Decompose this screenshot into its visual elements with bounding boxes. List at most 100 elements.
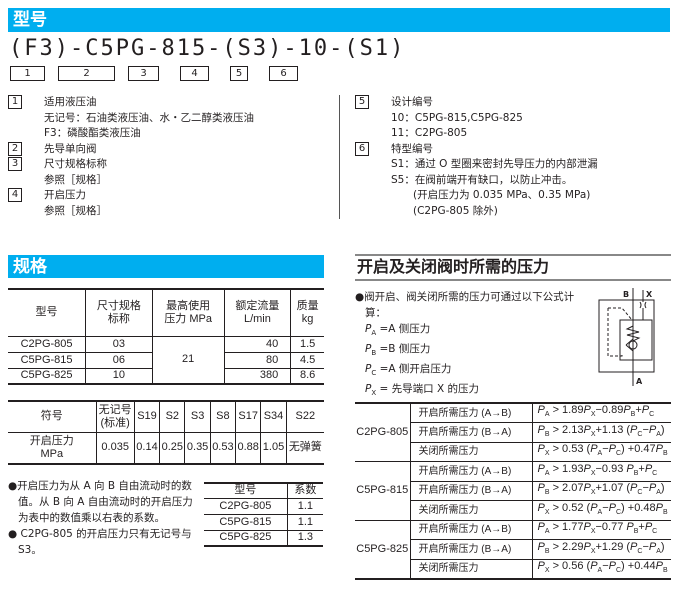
position-box-1: 1: [10, 66, 45, 81]
item-detail: (开启压力为 0.035 MPa、0.35 MPa): [413, 189, 591, 201]
formula-row: 关闭所需压力 PX > 0.52 (PA−PC) +0.48PB: [355, 500, 671, 521]
check-valve-symbol-icon: B X A: [598, 288, 655, 386]
cell: 40: [223, 335, 292, 353]
col-header: 额定流量 L/min: [223, 288, 292, 337]
list-item: 4 开启压力: [8, 188, 328, 204]
item-title: 设计编号: [391, 96, 433, 108]
position-box-2: 2: [58, 66, 115, 81]
pressure-section-header: 开启及关闭阀时所需的压力: [355, 254, 671, 281]
formula-cell: PB > 2.29PX+1.29 (PC−PA): [531, 539, 671, 560]
condition-cell: 开启所需压力 (B→A): [410, 539, 533, 560]
item-detail: 参照［规格］: [44, 173, 107, 186]
col-header: S22: [285, 400, 324, 433]
definition: PA =A 侧压力: [365, 323, 431, 338]
item-title: 尺寸规格标称: [44, 158, 107, 170]
list-item: 3 尺寸规格标称: [8, 157, 328, 173]
item-detail: 参照［规格］: [44, 204, 107, 217]
cell: C2PG-805: [8, 335, 87, 353]
model-code: (F3)-C5PG-815-(S3)-10-(S1): [9, 36, 406, 61]
cell: 80: [223, 351, 292, 369]
coefficient-table: 型号 系数 C2PG-805 1.1 C5PG-815 1.1 C5PG-825 1.3: [204, 482, 323, 547]
cell: 8.6: [290, 367, 324, 385]
condition-cell: 开启所需压力 (B→A): [410, 480, 533, 501]
spec-section-header: 规格: [8, 255, 324, 278]
formula-row: 关闭所需压力 PX > 0.56 (PA−PC) +0.44PB: [355, 558, 671, 579]
col-header: S2: [159, 400, 186, 433]
col-header: S19: [133, 400, 161, 433]
cell: C5PG-815: [204, 513, 288, 531]
col-header: 系数: [286, 482, 323, 499]
col-header: 尺寸规格 标称: [85, 288, 153, 337]
note: ● C2PG-805 的开启压力只有无记号与 S3。: [8, 528, 192, 556]
col-header: 型号: [8, 288, 87, 337]
item-detail: F3：磷酸酯类液压油: [44, 127, 141, 139]
cell: 380: [223, 367, 292, 385]
cell: 4.5: [290, 351, 324, 369]
model-cell: C5PG-815: [355, 461, 411, 521]
item-number: 2: [8, 141, 22, 156]
intro-text: ●阀开启、阀关闭所需的压力可通过以下公式计算：: [355, 291, 575, 319]
cell: 1.3: [286, 529, 323, 547]
formula-cell: PA > 1.93PX−0.93 PB+PC: [531, 461, 671, 482]
formula-row: C2PG-805 开启所需压力 (A→B) PA > 1.89PX−0.89PB+P…: [355, 402, 671, 462]
cell: 10: [85, 367, 153, 385]
item-title: 适用液压油: [44, 96, 97, 108]
item-title: 特型编号: [391, 142, 433, 155]
cell: 0.35: [184, 431, 211, 465]
formula-cell: PX > 0.52 (PA−PC) +0.48PB: [531, 500, 671, 521]
list-item: 1 适用液压油: [8, 95, 328, 111]
col-header: S8: [209, 400, 237, 433]
condition-cell: 开启所需压力 (A→B): [409, 461, 533, 482]
spec-notes: ●开启压力为从 A 向 B 自由流动时的数值。从 B 向 A 自由流动时的开启压…: [8, 478, 200, 558]
col-header: S3: [184, 400, 211, 433]
formula-cell: PB > 2.13PX+1.13 (PC−PA): [531, 422, 671, 443]
condition-cell: 开启所需压力 (A→B): [409, 402, 533, 423]
formula-cell: PB > 2.07PX+1.07 (PC−PA): [531, 480, 671, 501]
list-item: 5 设计编号: [355, 95, 675, 111]
col-header: 符号: [8, 400, 97, 433]
item-number: 1: [8, 95, 22, 109]
cell: 0.25: [159, 431, 186, 465]
col-header: S17: [235, 400, 262, 433]
port-b-label: B: [623, 290, 629, 299]
divider: [339, 95, 340, 219]
cell: 开启压力 MPa: [8, 431, 97, 465]
cell: 无弹簧: [285, 431, 324, 465]
note: ●开启压力为从 A 向 B 自由流动时的数值。从 B 向 A 自由流动时的开启压…: [8, 480, 193, 524]
condition-cell: 关闭所需压力: [410, 441, 533, 462]
cell: 0.14: [133, 431, 161, 465]
cell: 1.1: [286, 513, 323, 531]
spec-table: 型号 尺寸规格 标称 最高使用 压力 MPa 额定流量 L/min 质量 kg C2PG…: [8, 288, 324, 385]
cell: 0.53: [209, 431, 237, 465]
item-number: 5: [355, 95, 369, 109]
col-header: 最高使用 压力 MPa: [151, 288, 225, 337]
item-number: 4: [8, 188, 22, 202]
formula-row: 开启所需压力 (B→A) PB > 2.29PX+1.29 (PC−PA): [355, 539, 671, 560]
item-number: 3: [8, 157, 22, 171]
pressure-intro: ●阀开启、阀关闭所需的压力可通过以下公式计算： PA =A 侧压力 PB =B 侧…: [355, 289, 585, 401]
cell: 03: [85, 335, 153, 353]
formula-cell: PX > 0.56 (PA−PC) +0.44PB: [531, 558, 671, 579]
col-header: S34: [260, 400, 287, 433]
definitions: PA =A 侧压力 PB =B 侧压力 PC =A 侧开启压力 PX = 先导端口 X…: [355, 321, 585, 401]
cell: 1.05: [260, 431, 287, 465]
pressure-formula-table: C2PG-805 开启所需压力 (A→B) PA > 1.89PX−0.89PB+P…: [355, 402, 671, 580]
model-items-right: 5 设计编号 10：C5PG-815,C5PG-825 11：C2PG-805 6 特型编…: [355, 95, 675, 219]
col-header: 型号: [204, 482, 288, 499]
model-cell: C5PG-825: [355, 519, 411, 579]
item-detail: S5：在阀前端开有缺口，以防止冲击。: [391, 173, 573, 186]
cell: 06: [85, 351, 153, 369]
model-cell: C2PG-805: [355, 402, 411, 462]
cell: C2PG-805: [204, 497, 288, 515]
cell: 1.1: [286, 497, 323, 515]
item-number: 6: [355, 141, 369, 156]
condition-cell: 开启所需压力 (A→B): [409, 519, 533, 540]
position-box-4: 4: [180, 66, 209, 81]
list-item: 6 特型编号: [355, 141, 675, 158]
formula-row: C5PG-815 开启所需压力 (A→B) PA > 1.93PX−0.93 PB+…: [355, 461, 671, 521]
cell: C5PG-825: [8, 367, 87, 385]
port-x-label: X: [646, 290, 653, 299]
item-detail: (C2PG-805 除外): [413, 204, 498, 217]
formula-row: C5PG-825 开启所需压力 (A→B) PA > 1.77PX−0.77 PB+…: [355, 519, 671, 579]
definition: PB =B 侧压力: [365, 343, 431, 358]
